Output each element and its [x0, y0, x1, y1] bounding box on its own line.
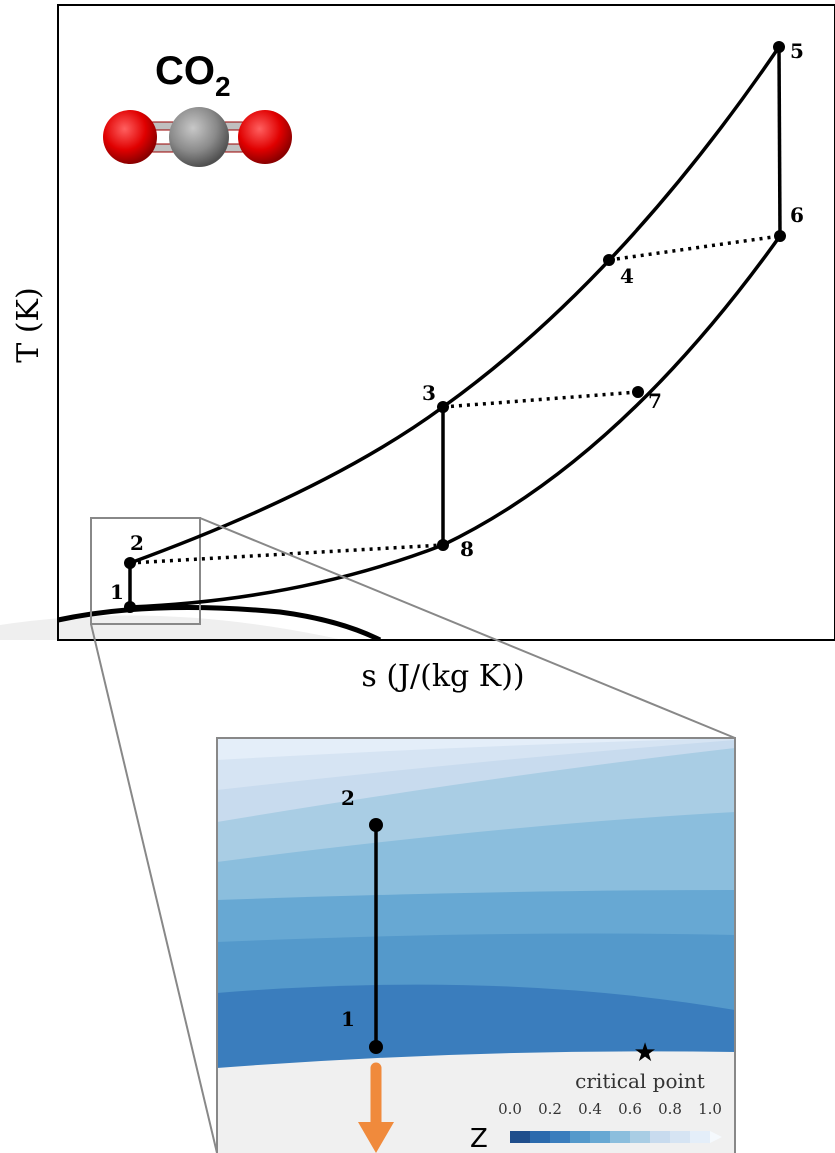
subscript: 2: [215, 71, 231, 102]
y-axis-label: T (K): [11, 287, 46, 362]
state-point: [774, 230, 786, 242]
colorbar-segment: [550, 1131, 571, 1143]
colorbar-segment: [690, 1131, 711, 1143]
point-label: 2: [341, 786, 355, 810]
point-label: 8: [460, 537, 474, 561]
formula: CO: [155, 49, 215, 93]
colorbar-tick-label: 0.8: [658, 1100, 682, 1118]
two-phase-region: [0, 616, 420, 660]
dotted-line: [609, 236, 780, 260]
carbon-atom: [169, 107, 229, 167]
point-label: 7: [648, 389, 662, 413]
state-point: [632, 386, 644, 398]
colorbar-segment: [650, 1131, 671, 1143]
colorbar-tick-label: 1.0: [698, 1100, 722, 1118]
state-point: [369, 1040, 383, 1054]
x-axis-label: s (J/(kg K)): [361, 659, 524, 694]
colorbar-segment: [610, 1131, 631, 1143]
colorbar-segment: [630, 1131, 651, 1143]
colorbar-tick-label: 0.0: [498, 1100, 522, 1118]
state-point: [437, 401, 449, 413]
state-point: [603, 254, 615, 266]
state-point: [437, 539, 449, 551]
critical-point-marker: ★: [633, 1038, 656, 1068]
oxygen-atom: [103, 110, 157, 164]
point-label: 1: [110, 580, 124, 604]
point-label: 4: [620, 264, 634, 288]
zoom-connector: [91, 624, 217, 1153]
state-point: [773, 41, 785, 53]
colorbar-segment: [510, 1131, 531, 1143]
state-point: [124, 601, 136, 613]
point-label: 6: [790, 203, 804, 227]
state-point: [124, 557, 136, 569]
molecule-label: CO2: [155, 49, 231, 102]
expansion: [779, 47, 780, 236]
oxygen-atom: [238, 110, 292, 164]
colorbar-segment: [590, 1131, 611, 1143]
colorbar-segment: [530, 1131, 551, 1143]
colorbar-tick-label: 0.4: [578, 1100, 602, 1118]
colorbar-segment: [570, 1131, 591, 1143]
low-pressure-curve: [130, 236, 780, 607]
diagram: 1 2 3 4 5 6 7 8 T (K) s (J/(kg K)) CO2 2…: [0, 0, 835, 1153]
point-label: 1: [341, 1007, 355, 1031]
molecule: CO2: [103, 49, 292, 167]
colorbar-label: Z: [470, 1124, 488, 1153]
point-label: 5: [790, 39, 804, 63]
plot-area: [0, 608, 420, 661]
critical-point-label: critical point: [575, 1069, 705, 1093]
point-label: 3: [422, 381, 436, 405]
point-label: 2: [130, 531, 144, 555]
colorbar-tick-label: 0.6: [618, 1100, 642, 1118]
state-point: [369, 818, 383, 832]
colorbar-tick-label: 0.2: [538, 1100, 562, 1118]
colorbar-segment: [670, 1131, 691, 1143]
dotted-line: [443, 392, 638, 407]
